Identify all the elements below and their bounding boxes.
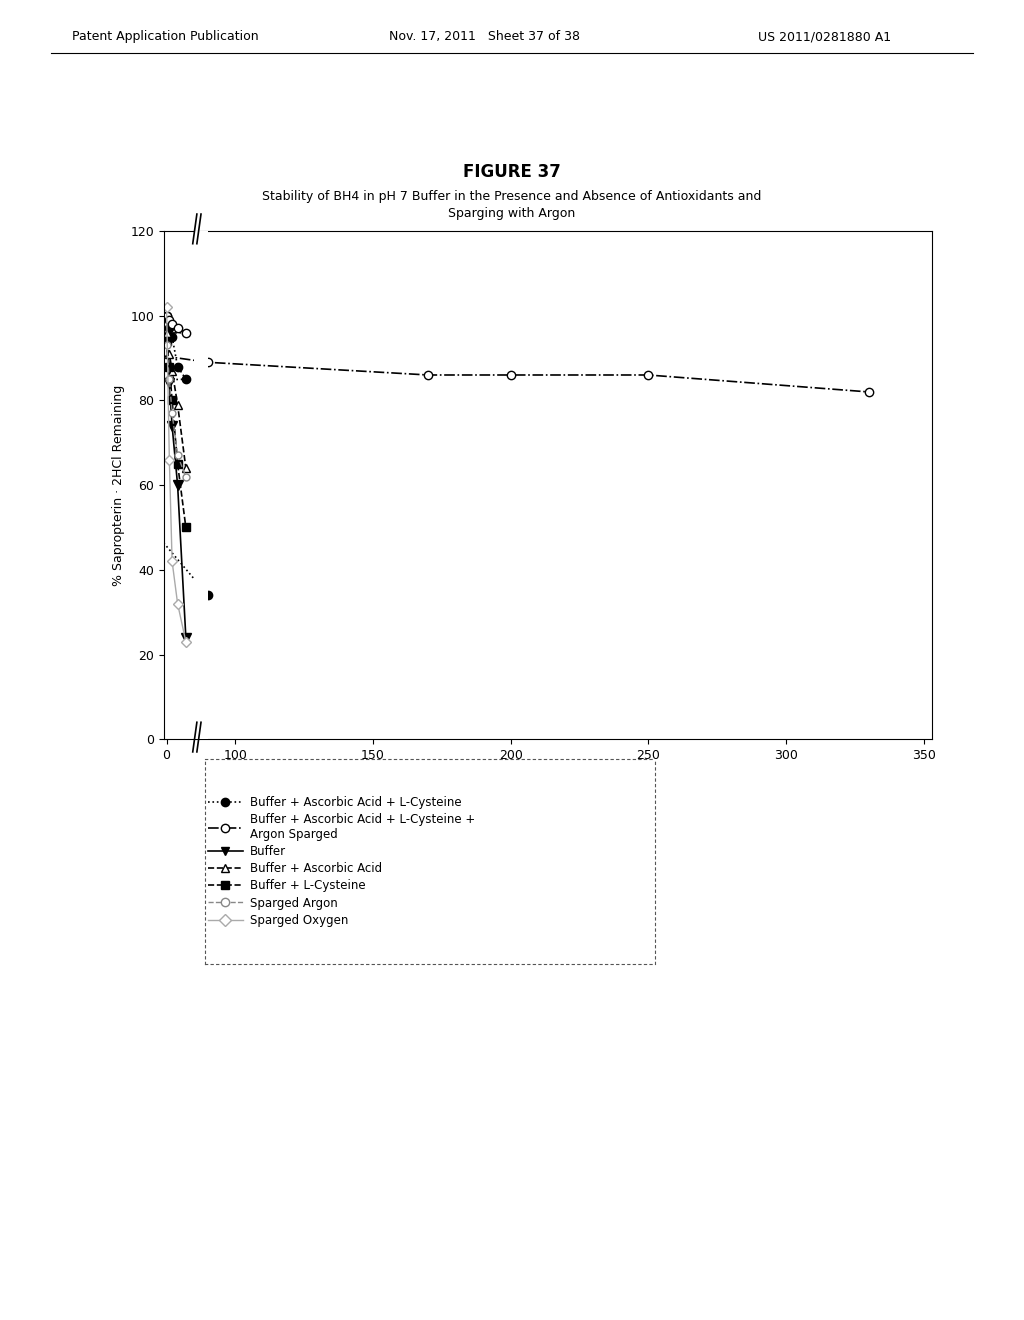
- Text: FIGURE 37: FIGURE 37: [463, 162, 561, 181]
- Text: Stability of BH4 in pH 7 Buffer in the Presence and Absence of Antioxidants and: Stability of BH4 in pH 7 Buffer in the P…: [262, 190, 762, 203]
- Text: US 2011/0281880 A1: US 2011/0281880 A1: [758, 30, 891, 44]
- Text: Nov. 17, 2011   Sheet 37 of 38: Nov. 17, 2011 Sheet 37 of 38: [389, 30, 581, 44]
- Text: Patent Application Publication: Patent Application Publication: [72, 30, 258, 44]
- Y-axis label: % Sapropterin · 2HCl Remaining: % Sapropterin · 2HCl Remaining: [112, 384, 125, 586]
- X-axis label: Hours: Hours: [527, 767, 568, 781]
- Text: Sparging with Argon: Sparging with Argon: [449, 207, 575, 220]
- Bar: [195, 189, 208, 760]
- Legend: Buffer + Ascorbic Acid + L-Cysteine, Buffer + Ascorbic Acid + L-Cysteine +
Argon: Buffer + Ascorbic Acid + L-Cysteine, Buf…: [202, 789, 481, 933]
